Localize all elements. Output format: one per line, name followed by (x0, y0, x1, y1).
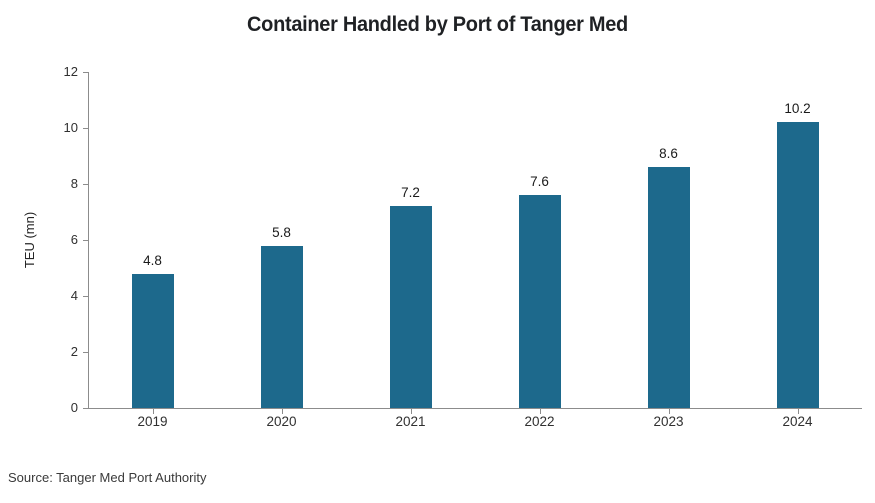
y-tick-mark (83, 352, 88, 353)
bar (518, 195, 561, 408)
y-tick-label: 4 (70, 288, 78, 303)
bar (389, 206, 432, 408)
bar-value-label: 8.6 (659, 146, 678, 162)
bar-value-label: 10.2 (784, 101, 811, 117)
y-tick-mark (83, 408, 88, 409)
x-tick-mark (797, 409, 799, 414)
x-tick-mark (668, 409, 670, 414)
y-tick-label: 2 (70, 344, 78, 359)
x-tick-label: 2024 (782, 414, 813, 429)
bar-value-label: 5.8 (272, 224, 291, 240)
x-tick-label: 2019 (137, 414, 168, 429)
x-axis-line (88, 408, 862, 409)
y-tick-label: 6 (70, 232, 78, 247)
x-tick-mark (410, 409, 412, 414)
y-tick-mark (83, 184, 88, 185)
bar (647, 167, 690, 408)
y-tick-mark (83, 296, 88, 297)
chart-title: Container Handled by Port of Tanger Med (247, 13, 628, 36)
x-tick-mark (539, 409, 541, 414)
y-axis-label: TEU (mn) (22, 211, 37, 269)
y-tick-label: 8 (70, 176, 78, 191)
x-tick-label: 2023 (653, 414, 684, 429)
y-tick-label: 0 (70, 400, 78, 415)
bar-value-label: 7.2 (401, 185, 420, 201)
bar-value-label: 7.6 (530, 174, 549, 190)
y-tick-mark (83, 240, 88, 241)
bar (131, 273, 174, 408)
x-tick-label: 2020 (266, 414, 297, 429)
source-note: Source: Tanger Med Port Authority (8, 470, 207, 485)
x-tick-mark (281, 409, 283, 414)
y-tick-label: 12 (63, 64, 78, 79)
bar (260, 245, 303, 408)
bar (776, 122, 819, 408)
x-tick-label: 2021 (395, 414, 426, 429)
y-tick-mark (83, 128, 88, 129)
x-tick-mark (152, 409, 154, 414)
bar-value-label: 4.8 (143, 252, 162, 268)
y-tick-mark (83, 72, 88, 73)
y-axis-line (88, 72, 89, 409)
x-tick-label: 2022 (524, 414, 555, 429)
y-tick-label: 10 (63, 120, 78, 135)
